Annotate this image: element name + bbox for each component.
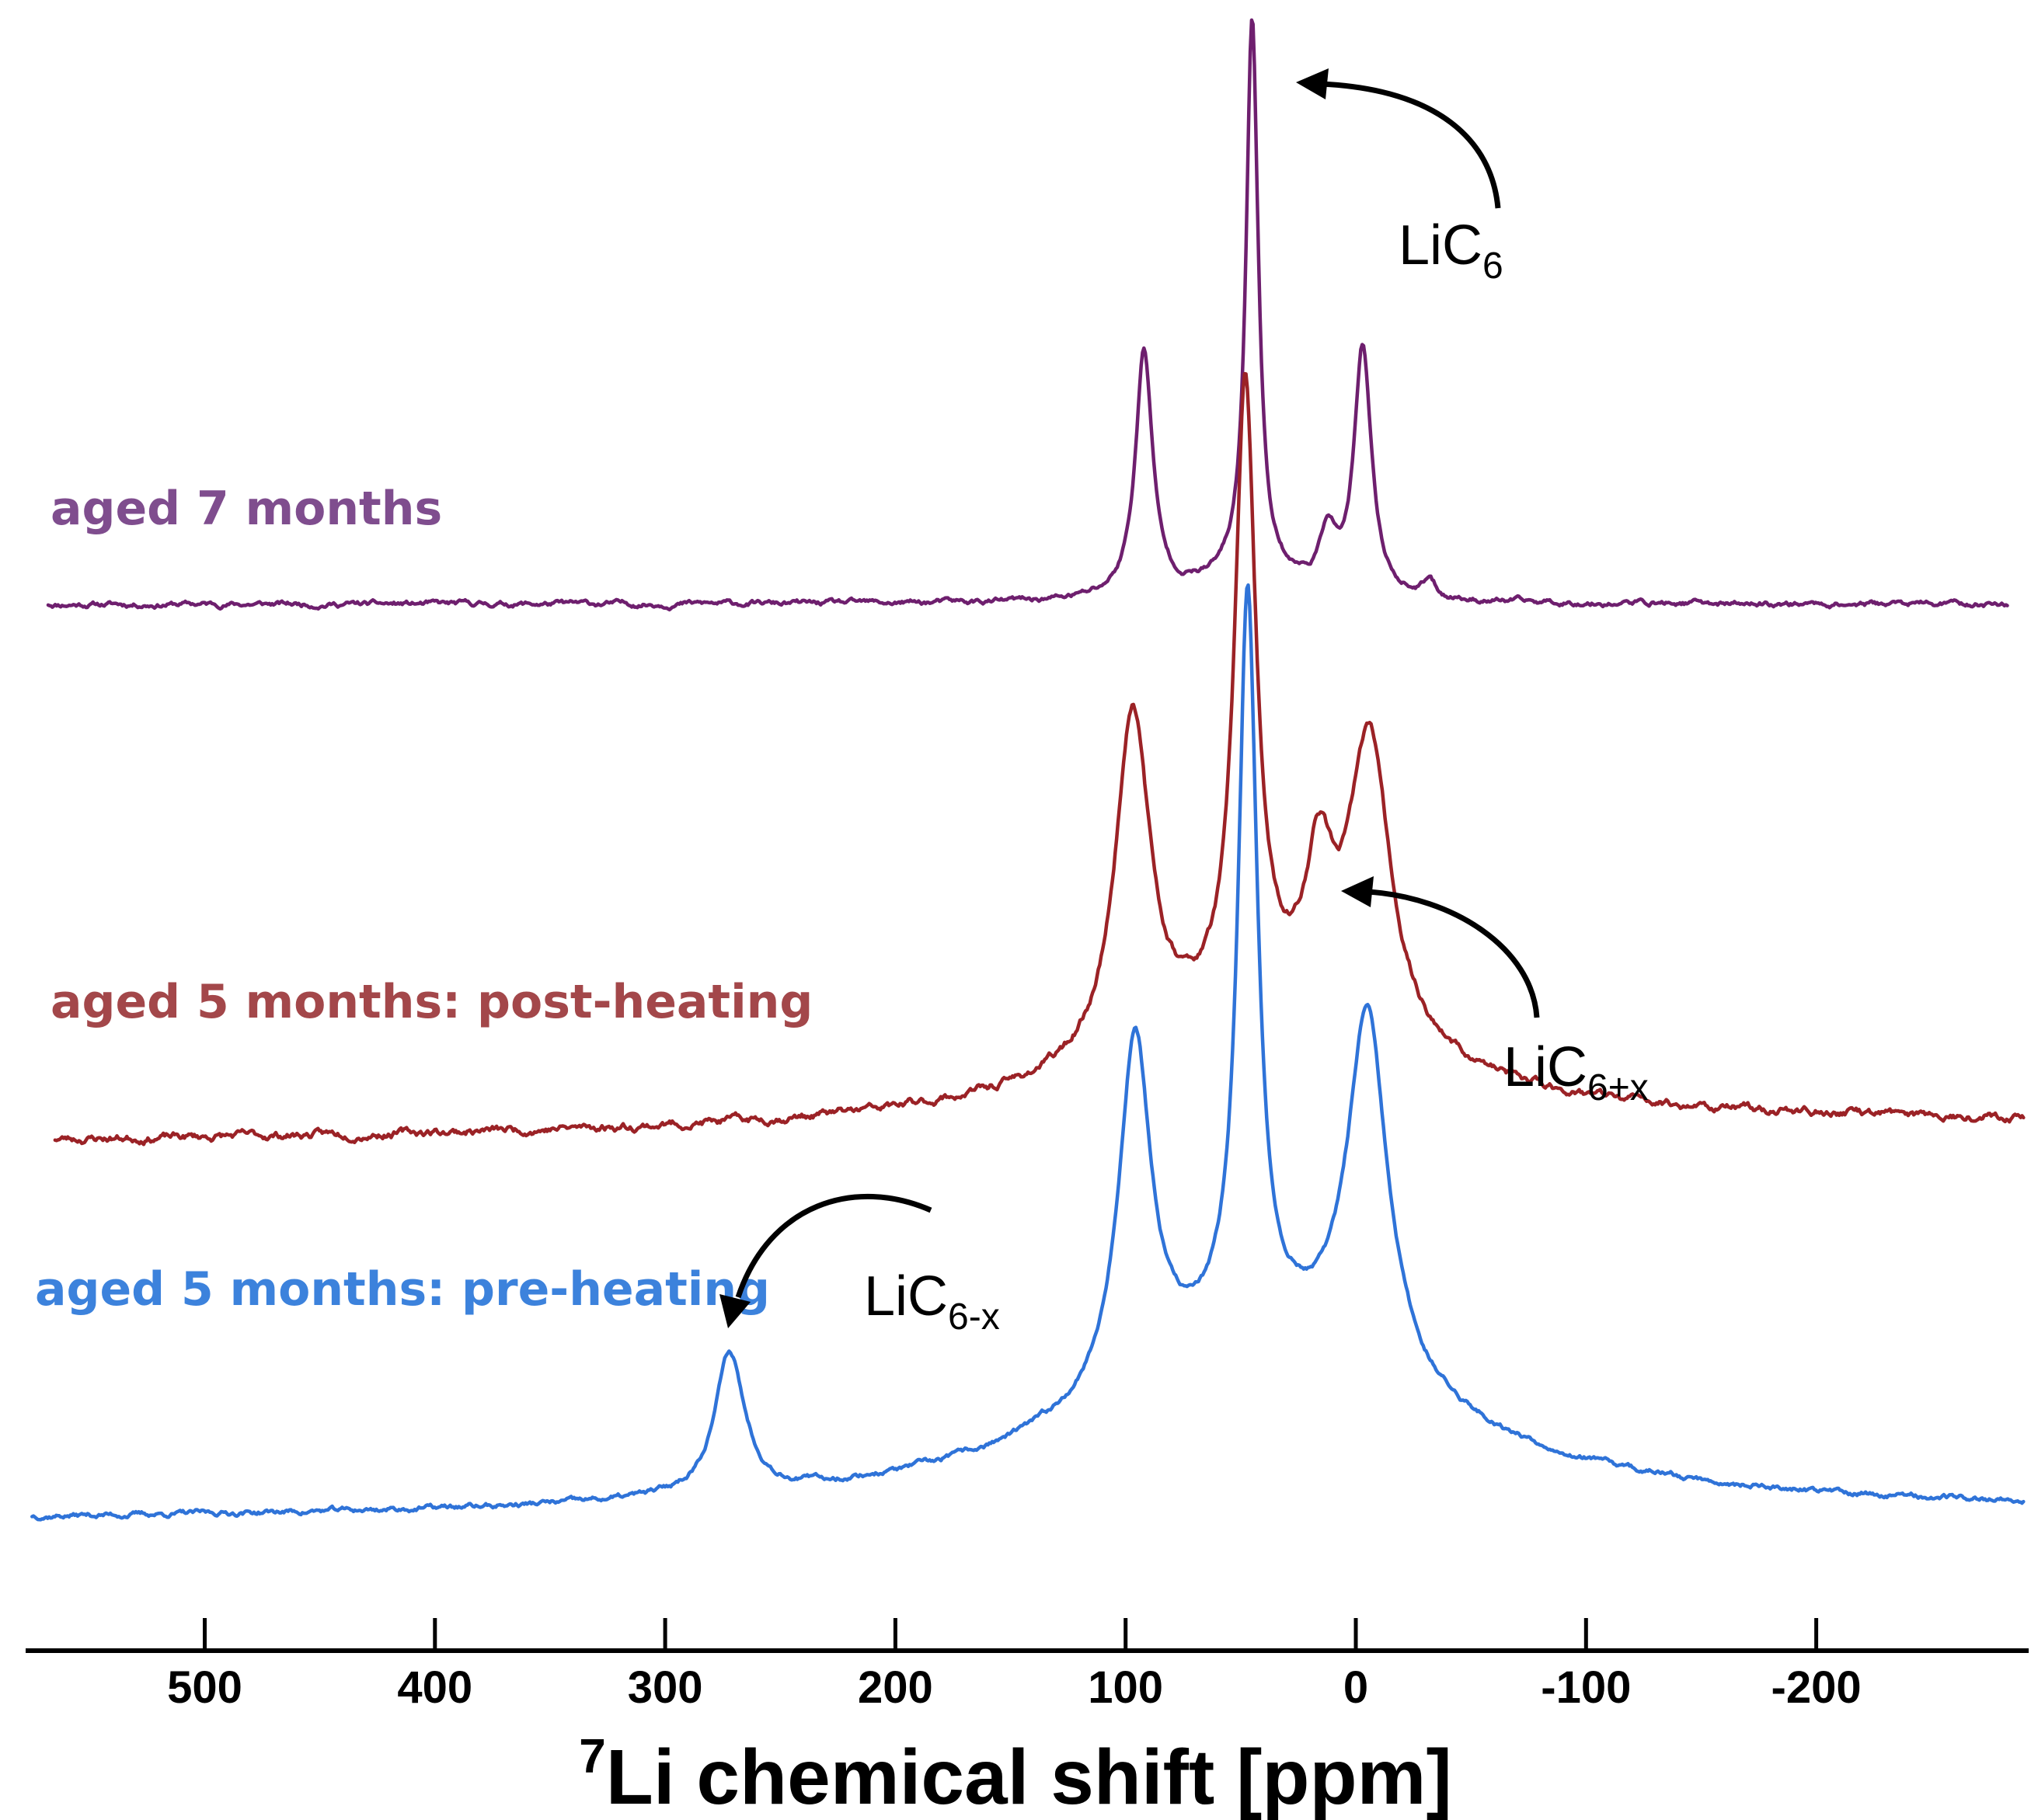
- x-tick-label: 400: [397, 1662, 472, 1713]
- series-label-pre-heating: aged 5 months: pre-heating: [35, 1262, 770, 1317]
- spectrum-aged-5-months-pre-heating: [30, 583, 2026, 1522]
- spectrum-aged-5-months-post-heating: [53, 371, 2026, 1147]
- spectrum-aged-7-months: [46, 18, 2009, 612]
- annotation-lic6-minus-x: LiC6-x: [864, 1265, 1000, 1338]
- annotation-lic6-plus-x: LiC6+x: [1503, 1036, 1649, 1108]
- x-tick-label: -200: [1771, 1662, 1862, 1713]
- x-tick-label: 0: [1343, 1662, 1368, 1713]
- arrow-lic6-plus-x: [1341, 876, 1540, 1018]
- x-tick-label: 500: [167, 1662, 242, 1713]
- x-tick-label: -100: [1541, 1662, 1631, 1713]
- series-label-aged-7-months: aged 7 months: [51, 482, 442, 536]
- x-axis-title: 7Li chemical shift [ppm]: [579, 1730, 1452, 1820]
- x-tick-label: 300: [628, 1662, 703, 1713]
- arrow-lic6: [1296, 68, 1501, 209]
- x-tick-label: 200: [858, 1662, 933, 1713]
- x-tick-label: 100: [1088, 1662, 1163, 1713]
- arrow-lic6-minus-x: [719, 1193, 932, 1328]
- annotation-lic6: LiC6: [1399, 214, 1503, 287]
- x-axis-ticks: 500 400 300 200 100 0 -100 -200: [167, 1618, 1862, 1713]
- series-label-post-heating: aged 5 months: post-heating: [51, 975, 813, 1029]
